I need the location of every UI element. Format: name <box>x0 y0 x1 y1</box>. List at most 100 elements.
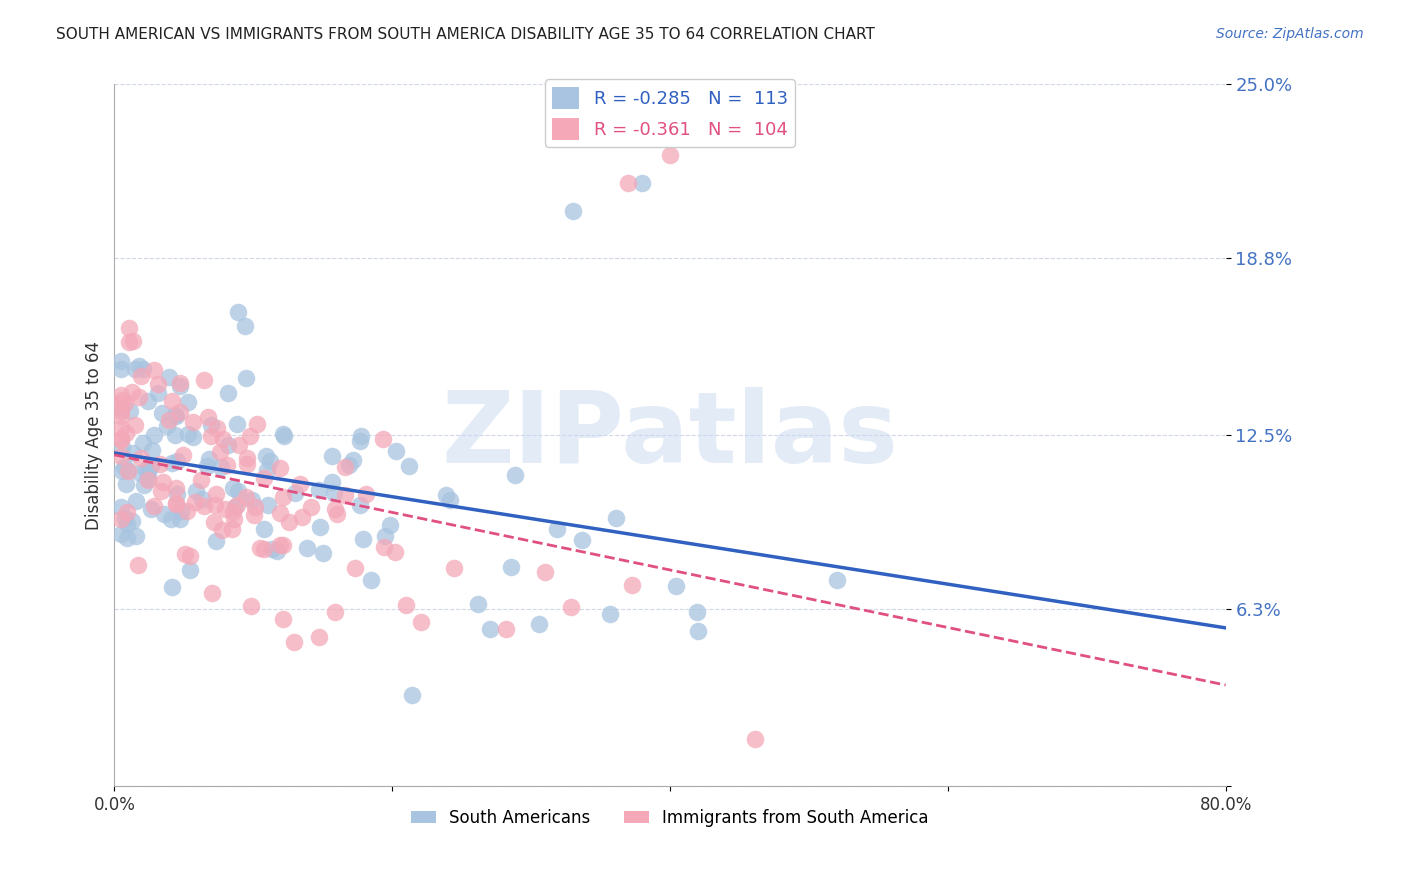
Point <box>271 538 294 552</box>
Point <box>110 396 132 410</box>
Point <box>211 523 233 537</box>
Legend: South Americans, Immigrants from South America: South Americans, Immigrants from South A… <box>405 802 935 833</box>
Point <box>501 560 523 574</box>
Point <box>136 466 159 480</box>
Point <box>160 512 183 526</box>
Point <box>197 459 219 474</box>
Point <box>439 493 461 508</box>
Point <box>125 494 148 508</box>
Point <box>117 531 139 545</box>
Point <box>659 147 682 161</box>
Point <box>156 419 179 434</box>
Point <box>166 409 188 423</box>
Point <box>114 511 136 525</box>
Y-axis label: Disability Age 35 to 64: Disability Age 35 to 64 <box>86 341 103 530</box>
Point <box>110 449 132 463</box>
Point <box>111 465 134 479</box>
Point <box>225 498 247 512</box>
Point <box>253 471 276 485</box>
Point <box>269 538 291 552</box>
Point <box>217 385 239 400</box>
Point <box>181 430 204 444</box>
Point <box>384 545 406 559</box>
Point <box>131 361 153 376</box>
Point <box>373 529 395 543</box>
Point <box>191 491 214 506</box>
Point <box>179 549 201 564</box>
Point <box>166 454 188 468</box>
Point <box>271 426 294 441</box>
Point <box>169 379 191 393</box>
Point <box>561 203 583 218</box>
Point <box>148 377 170 392</box>
Point <box>177 394 200 409</box>
Point <box>688 624 710 639</box>
Point <box>204 498 226 512</box>
Point <box>131 435 153 450</box>
Text: Source: ZipAtlas.com: Source: ZipAtlas.com <box>1216 27 1364 41</box>
Point <box>269 461 291 475</box>
Point <box>212 432 235 446</box>
Point <box>235 371 257 385</box>
Point <box>165 496 187 510</box>
Point <box>214 501 236 516</box>
Point <box>271 612 294 626</box>
Point <box>560 599 582 614</box>
Point <box>533 565 555 579</box>
Point <box>631 176 654 190</box>
Point <box>110 409 132 424</box>
Point <box>157 370 180 384</box>
Point <box>246 417 269 432</box>
Point <box>128 359 150 373</box>
Point <box>225 417 247 431</box>
Point <box>205 486 228 500</box>
Point <box>157 413 180 427</box>
Text: SOUTH AMERICAN VS IMMIGRANTS FROM SOUTH AMERICA DISABILITY AGE 35 TO 64 CORRELAT: SOUTH AMERICAN VS IMMIGRANTS FROM SOUTH … <box>56 27 875 42</box>
Point <box>121 385 143 400</box>
Point <box>205 533 228 548</box>
Point <box>163 427 186 442</box>
Text: ZIPatlas: ZIPatlas <box>441 386 898 483</box>
Point <box>114 426 136 441</box>
Point <box>236 457 259 471</box>
Point <box>333 460 356 475</box>
Point <box>200 586 222 600</box>
Point <box>121 514 143 528</box>
Point <box>226 305 249 319</box>
Point <box>183 495 205 509</box>
Point <box>256 498 278 512</box>
Point <box>186 483 208 498</box>
Point <box>352 533 374 547</box>
Point <box>529 617 551 632</box>
Point <box>385 444 408 458</box>
Point <box>136 474 159 488</box>
Point <box>467 597 489 611</box>
Point <box>323 606 346 620</box>
Point <box>259 453 281 467</box>
Point <box>228 438 250 452</box>
Point <box>110 402 132 417</box>
Point <box>190 473 212 487</box>
Point <box>122 446 145 460</box>
Point <box>177 426 200 441</box>
Point <box>253 522 276 536</box>
Point <box>165 497 187 511</box>
Point <box>117 320 139 334</box>
Point <box>249 541 271 556</box>
Point <box>443 560 465 574</box>
Point <box>143 428 166 442</box>
Point <box>239 599 262 613</box>
Point <box>170 504 193 518</box>
Point <box>110 433 132 447</box>
Point <box>825 573 848 587</box>
Point <box>323 502 346 516</box>
Point <box>202 515 225 529</box>
Point <box>193 499 215 513</box>
Point <box>160 394 183 409</box>
Point <box>605 511 627 525</box>
Point <box>146 386 169 401</box>
Point <box>179 564 201 578</box>
Point <box>434 488 457 502</box>
Point <box>277 515 299 529</box>
Point <box>371 432 394 446</box>
